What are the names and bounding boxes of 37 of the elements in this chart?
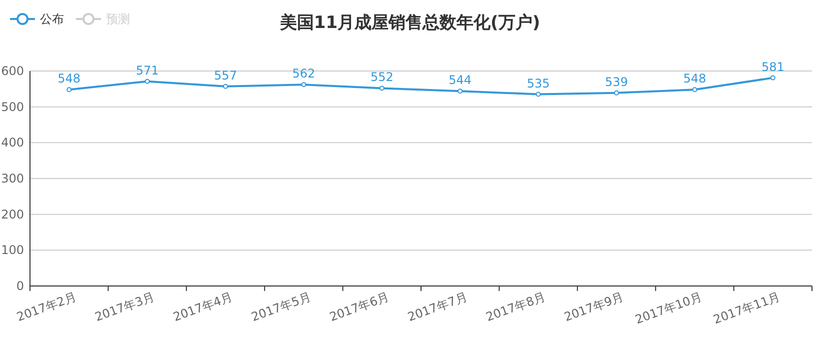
data-label: 557 [214,68,237,82]
data-label: 548 [683,72,706,86]
x-tick-label: 2017年6月 [328,290,391,324]
x-tick-label: 2017年10月 [633,290,704,327]
x-tick-label: 2017年3月 [93,290,156,324]
point [379,86,384,91]
point [144,78,150,84]
data-label: 544 [448,73,472,88]
point [536,92,541,97]
y-tick-label: 600 [1,64,24,78]
data-label: 548 [58,72,81,86]
y-tick-label: 100 [1,243,24,258]
y-tick-label: 400 [1,136,24,150]
y-tick-label: 200 [1,207,24,222]
chart-title: 美国11月成屋销售总数年化(万户) [278,13,540,33]
point [614,90,619,96]
x-tick-label: 2017年7月 [406,290,470,324]
point [770,75,776,80]
data-label: 581 [761,60,784,74]
data-label: 562 [292,66,316,81]
point [66,87,72,92]
y-tick-label: 500 [1,100,24,114]
point [692,87,698,92]
data-label: 535 [526,76,550,90]
point [223,84,228,89]
data-label: 539 [605,74,628,89]
data-label: 552 [370,70,394,84]
x-tick-label: 2017年5月 [250,290,313,324]
legend-label: 公布 [40,12,64,26]
x-tick-label: 2017年4月 [171,290,235,324]
data-label: 571 [136,63,159,78]
y-tick-label: 300 [1,172,24,186]
point [301,82,306,88]
x-tick-label: 2017年11月 [712,290,782,327]
x-tick-label: 2017年9月 [562,290,626,324]
point [458,88,463,94]
x-tick-label: 2017年8月 [484,290,548,324]
